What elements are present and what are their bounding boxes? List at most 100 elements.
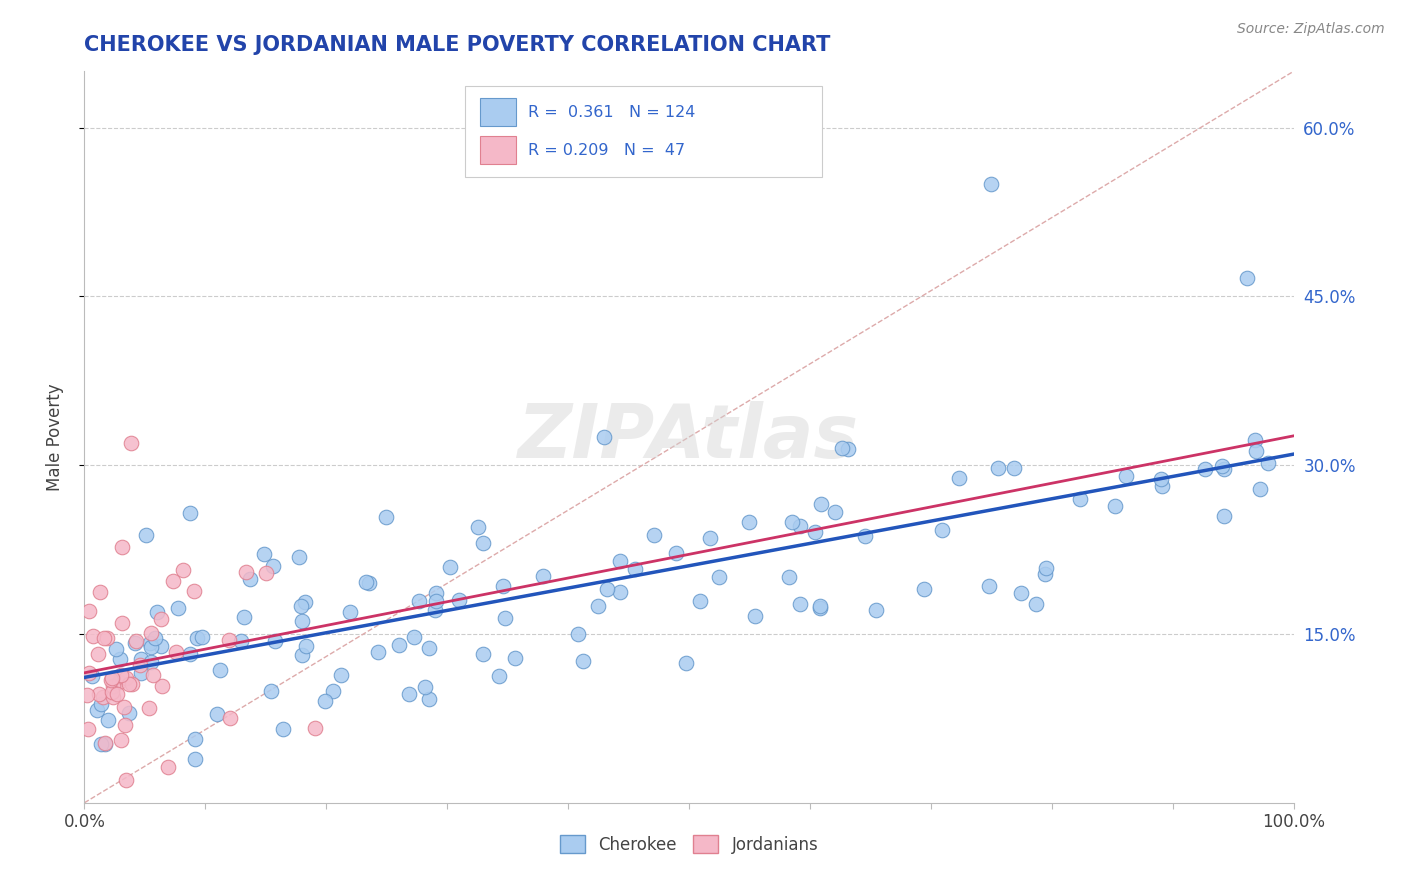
- Point: [96, 631, 118, 645]
- Point: [1002, 461, 1025, 475]
- Point: [288, 549, 311, 564]
- Point: [664, 546, 686, 560]
- Point: [87, 647, 110, 661]
- Point: [209, 663, 232, 677]
- Point: [689, 594, 711, 608]
- Point: [117, 706, 139, 720]
- Point: [789, 519, 811, 533]
- Point: [1249, 483, 1271, 497]
- Point: [77, 722, 100, 736]
- Point: [186, 631, 208, 645]
- Point: [207, 706, 229, 721]
- Point: [503, 651, 526, 665]
- Point: [183, 752, 205, 766]
- Point: [1244, 443, 1267, 458]
- Point: [110, 667, 132, 681]
- FancyBboxPatch shape: [479, 136, 516, 164]
- Point: [1035, 561, 1057, 575]
- Point: [235, 565, 257, 579]
- Point: [744, 609, 766, 624]
- Point: [912, 582, 935, 596]
- Point: [804, 525, 827, 540]
- Point: [1211, 459, 1233, 474]
- Point: [239, 572, 262, 586]
- Text: ZIPAtlas: ZIPAtlas: [519, 401, 859, 474]
- Point: [110, 733, 132, 747]
- Point: [439, 560, 461, 574]
- Point: [100, 673, 122, 687]
- Point: [103, 690, 125, 704]
- Point: [129, 665, 152, 680]
- Point: [624, 562, 647, 576]
- Point: [76, 688, 98, 702]
- Point: [101, 679, 124, 693]
- Point: [472, 536, 495, 550]
- Point: [979, 579, 1001, 593]
- Point: [218, 711, 240, 725]
- Point: [931, 523, 953, 537]
- Point: [1212, 462, 1234, 476]
- Point: [94, 736, 117, 750]
- Point: [167, 601, 190, 615]
- Point: [314, 694, 336, 708]
- Point: [778, 569, 800, 583]
- Point: [359, 576, 381, 591]
- Point: [87, 687, 110, 701]
- Point: [121, 677, 143, 691]
- Point: [304, 721, 326, 735]
- Point: [291, 648, 314, 662]
- Point: [290, 614, 312, 628]
- Point: [138, 701, 160, 715]
- Point: [531, 569, 554, 583]
- Point: [1104, 499, 1126, 513]
- Point: [145, 631, 167, 645]
- Point: [354, 574, 377, 589]
- Point: [150, 679, 173, 693]
- Point: [449, 593, 471, 607]
- Point: [572, 654, 595, 668]
- Point: [146, 606, 169, 620]
- Point: [105, 641, 128, 656]
- Point: [1115, 469, 1137, 483]
- Point: [115, 672, 138, 686]
- Point: [108, 674, 131, 689]
- Point: [112, 699, 135, 714]
- Point: [1069, 492, 1091, 507]
- Point: [263, 634, 285, 648]
- Point: [488, 669, 510, 683]
- Point: [139, 655, 162, 669]
- Point: [218, 633, 240, 648]
- Text: R =  0.361   N = 124: R = 0.361 N = 124: [529, 105, 696, 120]
- Point: [115, 773, 138, 788]
- Point: [494, 611, 516, 625]
- Point: [294, 595, 316, 609]
- Point: [110, 540, 132, 554]
- Point: [1257, 456, 1279, 470]
- Point: [404, 630, 426, 644]
- Point: [77, 604, 100, 618]
- Y-axis label: Male Poverty: Male Poverty: [45, 384, 63, 491]
- Point: [93, 631, 115, 645]
- Point: [157, 760, 180, 774]
- Point: [853, 529, 876, 543]
- Point: [948, 471, 970, 485]
- Text: CHEROKEE VS JORDANIAN MALE POVERTY CORRELATION CHART: CHEROKEE VS JORDANIAN MALE POVERTY CORRE…: [84, 35, 831, 54]
- Point: [425, 594, 447, 608]
- FancyBboxPatch shape: [465, 86, 823, 178]
- Point: [254, 566, 277, 580]
- Point: [94, 737, 117, 751]
- Point: [808, 601, 831, 615]
- Text: R = 0.209   N =  47: R = 0.209 N = 47: [529, 143, 685, 158]
- Point: [387, 638, 409, 652]
- Point: [1243, 433, 1265, 447]
- Point: [609, 554, 631, 568]
- Point: [471, 648, 494, 662]
- Point: [737, 516, 759, 530]
- Point: [165, 645, 187, 659]
- Point: [162, 574, 184, 588]
- Point: [141, 640, 163, 655]
- Point: [101, 671, 124, 685]
- Point: [1212, 508, 1234, 523]
- Point: [271, 722, 294, 736]
- Point: [135, 528, 157, 542]
